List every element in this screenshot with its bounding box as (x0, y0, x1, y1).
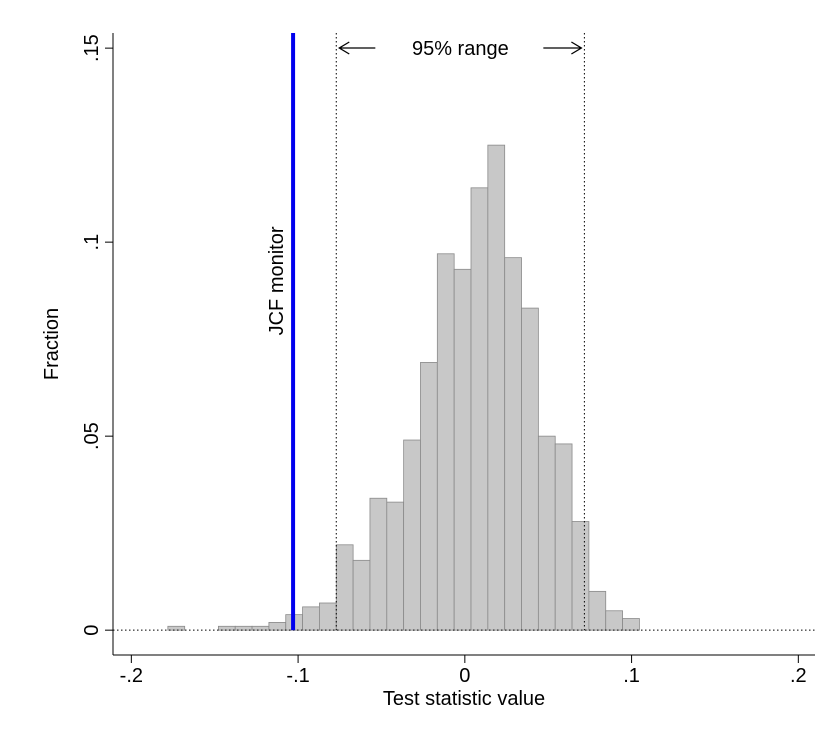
bar (167, 625, 186, 631)
x-tick-label: .2 (790, 665, 807, 687)
y-tick-label: .05 (81, 422, 103, 450)
bar (605, 610, 623, 631)
bar (386, 501, 405, 631)
bar (234, 625, 253, 631)
x-axis-title: Test statistic value (383, 688, 545, 710)
x-tick-label: .1 (623, 665, 640, 687)
x-tick-label: -.2 (120, 665, 143, 687)
range-arrow (543, 41, 583, 55)
bar (470, 187, 489, 631)
bar (403, 439, 421, 631)
bar (335, 544, 354, 631)
y-tick-label: 0 (81, 625, 103, 636)
bar (571, 521, 590, 631)
bar (302, 606, 320, 631)
bar (504, 257, 522, 631)
bar (217, 625, 236, 631)
y-tick-label: .15 (81, 34, 103, 62)
bar (436, 253, 455, 631)
y-tick-label: .1 (81, 234, 103, 251)
bar (369, 497, 388, 631)
x-tick-label: -.1 (286, 665, 309, 687)
bar (487, 144, 506, 631)
bar (352, 559, 371, 631)
y-axis-title: Fraction (41, 308, 63, 380)
bar (588, 590, 607, 631)
bar (268, 622, 287, 631)
bar (554, 443, 573, 631)
bar (420, 362, 438, 631)
range-arrow (338, 41, 376, 55)
bar (622, 618, 640, 631)
x-tick-label: 0 (459, 665, 470, 687)
range-label: 95% range (412, 38, 509, 60)
bar (251, 625, 270, 631)
bar (453, 268, 472, 631)
bar (319, 602, 337, 631)
reference-label: JCF monitor (266, 226, 288, 335)
bar (537, 435, 556, 631)
bar (521, 307, 539, 631)
